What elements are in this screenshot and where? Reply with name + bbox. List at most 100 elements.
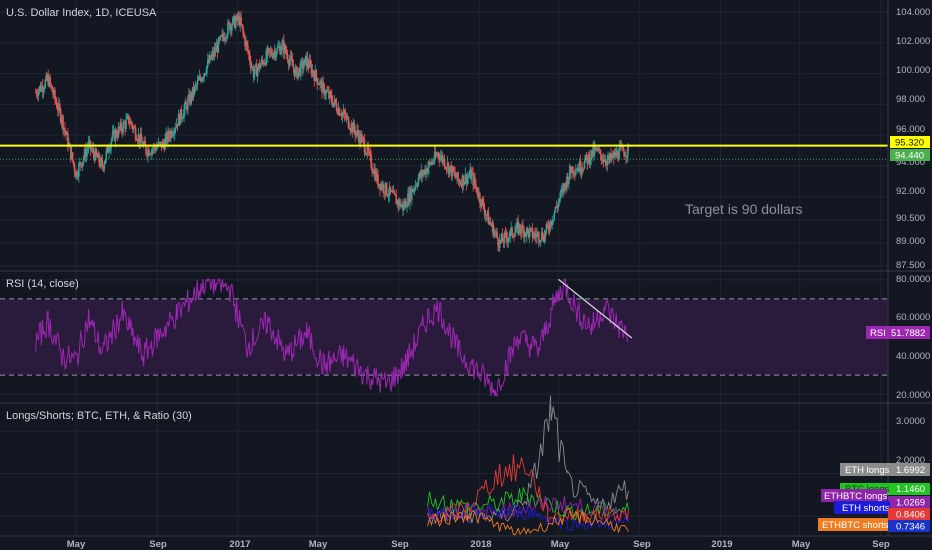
- rsi-badge-name: RSI: [870, 328, 886, 339]
- longshort-price-axis[interactable]: 3.0000 2.0000: [896, 416, 925, 466]
- price-badge-yellow-line: 95.320: [890, 136, 930, 149]
- candle-body: [358, 135, 360, 144]
- candle-body: [604, 160, 607, 164]
- candle-body: [512, 235, 514, 237]
- candle-body: [408, 193, 410, 204]
- candle-body: [458, 181, 461, 184]
- candle-body: [535, 235, 537, 238]
- target-annotation[interactable]: Target is 90 dollars: [685, 201, 803, 217]
- time-label: 2019: [711, 539, 732, 550]
- candle-body: [188, 94, 191, 104]
- rsi-trendline[interactable]: [558, 278, 633, 339]
- candle-body: [268, 48, 271, 52]
- candle-body: [111, 131, 114, 139]
- candle-body: [269, 50, 272, 52]
- candle-body: [284, 45, 287, 53]
- candle-body: [418, 172, 421, 179]
- candle-body: [475, 184, 477, 188]
- candle-body: [53, 90, 55, 95]
- candle-body: [150, 154, 152, 155]
- candle-body: [182, 117, 184, 119]
- candle-body: [385, 182, 388, 195]
- candle-body: [352, 122, 355, 133]
- candle-body: [581, 169, 584, 170]
- candle-body: [467, 176, 470, 178]
- candle-body: [261, 59, 264, 62]
- candle-body: [447, 162, 450, 174]
- candle-body: [392, 190, 395, 193]
- candle-body: [71, 152, 74, 161]
- candle-body: [560, 190, 563, 193]
- candle-body: [527, 230, 530, 238]
- candle-body: [592, 145, 594, 157]
- main-price-axis[interactable]: 104.000 102.000 100.000 98.000 96.000 92…: [896, 7, 930, 271]
- candle-body: [309, 60, 312, 65]
- candle-body: [382, 184, 385, 193]
- candle-body: [189, 93, 192, 104]
- candle-body: [555, 206, 558, 208]
- rsi-price-axis[interactable]: 80.0000 60.0000 40.0000 20.0000: [896, 274, 930, 401]
- candle-body: [435, 154, 438, 157]
- tick-label: 87.500: [896, 260, 925, 271]
- candle-body: [229, 25, 231, 30]
- candle-body: [303, 58, 306, 66]
- candle-body: [594, 146, 596, 154]
- candle-body: [443, 158, 446, 168]
- candle-body: [311, 70, 314, 75]
- candle-body: [44, 80, 47, 88]
- candle-body: [54, 90, 56, 100]
- candle-body: [448, 167, 451, 174]
- time-label: Sep: [633, 539, 651, 550]
- candle-body: [73, 164, 76, 172]
- candle-body: [196, 80, 199, 86]
- candle-body: [174, 127, 177, 130]
- candle-body: [39, 86, 42, 92]
- candle-body: [321, 81, 323, 93]
- candle-body: [69, 144, 72, 160]
- candle-body: [270, 50, 273, 55]
- candle-body: [297, 71, 299, 79]
- candle-body: [289, 55, 292, 61]
- candle-body: [543, 233, 546, 238]
- candle-body: [221, 33, 223, 36]
- candle-body: [322, 81, 324, 85]
- candle-body: [156, 146, 159, 148]
- candle-body: [530, 227, 533, 229]
- candle-body: [52, 91, 54, 95]
- candle-body: [570, 170, 572, 174]
- candle-body: [502, 241, 505, 243]
- candle-body: [486, 211, 489, 216]
- time-axis[interactable]: May Sep 2017 May Sep 2018 May Sep 2019 M…: [67, 539, 890, 550]
- tick-label: 20.0000: [896, 390, 930, 401]
- candle-body: [118, 126, 121, 129]
- candle-body: [278, 46, 280, 48]
- candle-body: [368, 152, 371, 153]
- candle-body: [171, 130, 173, 136]
- candle-body: [610, 153, 612, 159]
- candle-body: [247, 45, 249, 52]
- candle-body: [169, 136, 171, 139]
- candle-body: [319, 81, 321, 85]
- badge-name: ETH shorts: [842, 503, 890, 514]
- candle-body: [393, 190, 396, 194]
- candle-body: [116, 136, 119, 137]
- candle-body: [46, 74, 48, 81]
- candle-body: [272, 53, 275, 58]
- candle-body: [394, 193, 397, 196]
- candle-body: [542, 239, 545, 242]
- candle-body: [493, 231, 495, 237]
- candle-body: [513, 236, 515, 238]
- candle-body: [166, 133, 168, 142]
- candle-body: [308, 60, 311, 68]
- candle-body: [114, 131, 117, 141]
- candle-body: [440, 154, 443, 157]
- candle-body: [573, 173, 575, 175]
- candle-body: [257, 63, 260, 69]
- candle-body: [369, 152, 372, 155]
- candle-body: [524, 232, 526, 238]
- candle-body: [336, 110, 339, 114]
- candle-body: [606, 160, 609, 165]
- candle-body: [484, 214, 487, 216]
- candle-body: [389, 186, 392, 192]
